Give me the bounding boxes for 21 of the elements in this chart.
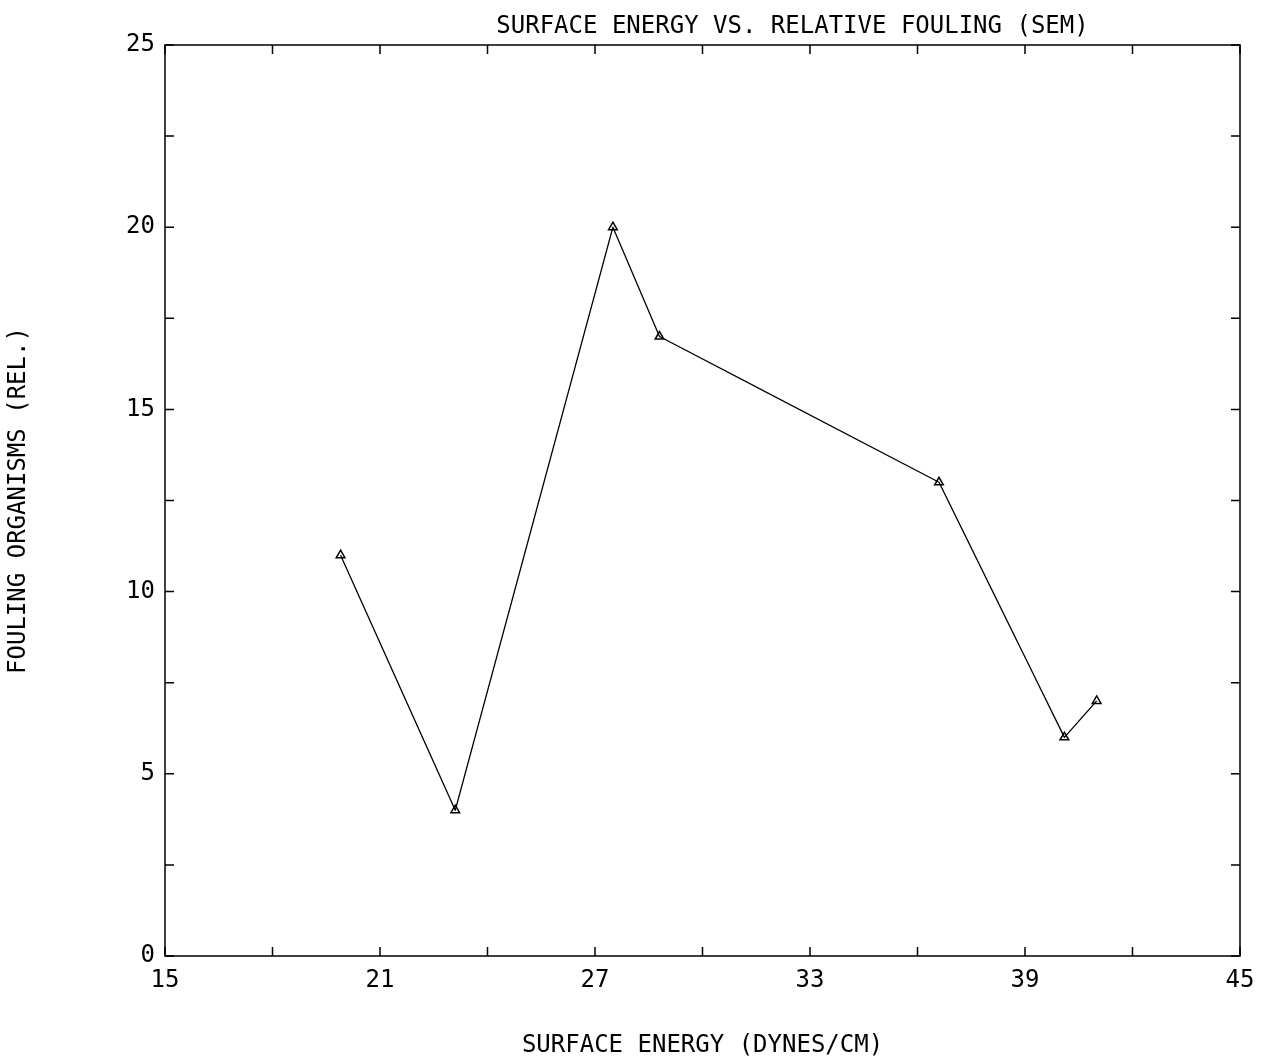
y-tick-label: 5	[140, 758, 155, 787]
chart-title: SURFACE ENERGY VS. RELATIVE FOULING (SEM)	[496, 11, 1089, 40]
x-tick-label: 45	[1225, 964, 1255, 993]
point	[1059, 731, 1070, 741]
point	[450, 804, 461, 814]
x-tick-label: 39	[1010, 964, 1040, 993]
y-tick-label: 25	[126, 29, 155, 58]
y-axis-title: FOULING ORGANISMS (REL.)	[2, 327, 31, 674]
point	[335, 549, 346, 559]
point	[1091, 695, 1102, 705]
x-tick-label: 33	[795, 964, 825, 993]
y-tick-label: 20	[126, 211, 155, 240]
y-tick-label: 0	[140, 940, 155, 969]
point	[933, 476, 945, 486]
y-tick-label: 10	[126, 575, 155, 604]
x-tick-label: 21	[365, 964, 395, 993]
point	[654, 330, 665, 340]
y-tick-label: 15	[126, 393, 155, 422]
x-axis-title: SURFACE ENERGY (DYNES/CM)	[521, 1029, 884, 1058]
x-tick-label: 27	[580, 964, 610, 993]
point	[607, 221, 618, 231]
